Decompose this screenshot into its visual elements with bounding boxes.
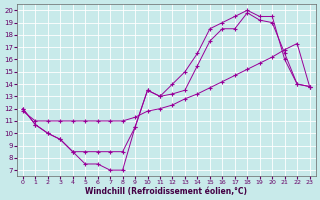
X-axis label: Windchill (Refroidissement éolien,°C): Windchill (Refroidissement éolien,°C) — [85, 187, 247, 196]
